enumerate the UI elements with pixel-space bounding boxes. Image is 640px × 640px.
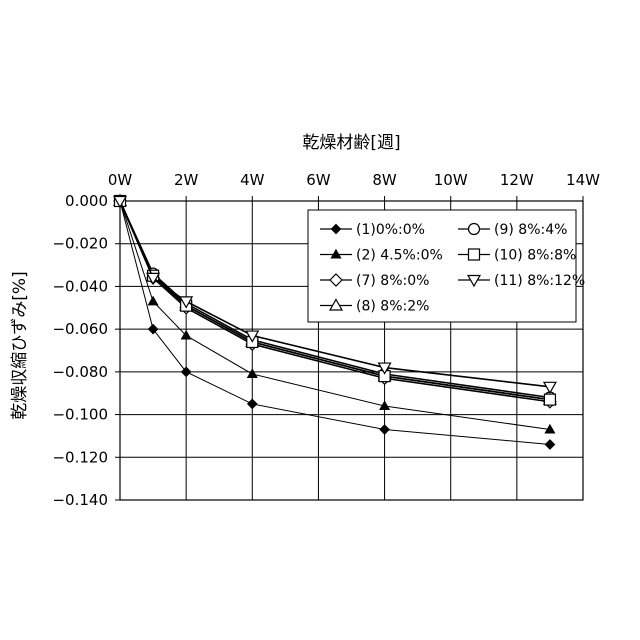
legend-label: (7) 8%:0% xyxy=(356,273,429,289)
x-tick-label: 8W xyxy=(372,171,397,189)
x-tick-label: 0W xyxy=(108,171,133,189)
x-tick-label: 4W xyxy=(240,171,265,189)
legend: (1)0%:0% (2) 4.5%:0% (7) 8%:0% (8) 8%:2% (9)… xyxy=(308,210,585,322)
marker-series-10 xyxy=(544,394,555,405)
x-tick-label: 12W xyxy=(500,171,534,189)
y-tick-label: −0.040 xyxy=(52,277,108,295)
y-tick-label: −0.140 xyxy=(52,491,108,509)
legend-label: (8) 8%:2% xyxy=(356,299,429,315)
legend-label: (11) 8%:12% xyxy=(494,273,585,289)
marker-legend xyxy=(469,224,480,235)
y-tick-label: −0.100 xyxy=(52,406,108,424)
y-tick-label: 0.000 xyxy=(65,192,108,210)
x-tick-label: 2W xyxy=(174,171,199,189)
x-axis-title: 乾燥材齢[週] xyxy=(302,133,400,153)
x-tick-label: 6W xyxy=(306,171,331,189)
y-tick-label: −0.120 xyxy=(52,448,108,466)
legend-label: (1)0%:0% xyxy=(356,222,425,238)
y-tick-label: −0.060 xyxy=(52,320,108,338)
legend-label: (10) 8%:8% xyxy=(494,248,576,264)
legend-label: (9) 8%:4% xyxy=(494,222,567,238)
x-tick-label: 14W xyxy=(566,171,600,189)
x-tick-label: 10W xyxy=(434,171,468,189)
y-axis-title: 乾燥収縮ひずみ[%] xyxy=(10,271,30,419)
legend-label: (2) 4.5%:0% xyxy=(356,248,443,264)
y-tick-label: −0.020 xyxy=(52,235,108,253)
marker-legend xyxy=(469,249,480,260)
y-tick-label: −0.080 xyxy=(52,363,108,381)
